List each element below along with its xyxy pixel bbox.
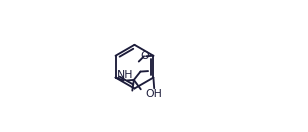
Text: OH: OH xyxy=(146,89,163,99)
Text: O: O xyxy=(141,51,149,61)
Text: NH: NH xyxy=(117,70,134,80)
